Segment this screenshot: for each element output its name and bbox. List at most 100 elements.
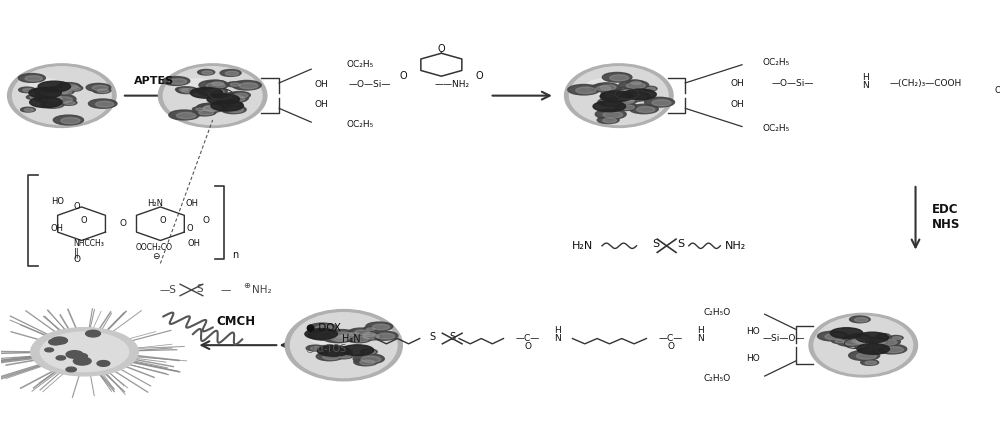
Ellipse shape <box>96 101 114 107</box>
Ellipse shape <box>856 353 876 359</box>
Ellipse shape <box>868 343 885 348</box>
Ellipse shape <box>866 339 883 345</box>
Text: OH: OH <box>730 100 744 109</box>
Text: S: S <box>677 240 684 249</box>
Text: H: H <box>862 73 869 82</box>
Text: N: N <box>862 82 869 90</box>
Ellipse shape <box>57 82 80 90</box>
Ellipse shape <box>605 94 615 97</box>
Text: H: H <box>697 326 704 335</box>
Circle shape <box>73 357 91 365</box>
Ellipse shape <box>854 335 871 341</box>
Text: HO: HO <box>51 197 64 206</box>
Text: H₂N: H₂N <box>147 199 163 208</box>
Text: CMCH: CMCH <box>216 315 255 328</box>
Ellipse shape <box>323 346 331 350</box>
Ellipse shape <box>619 89 632 93</box>
Ellipse shape <box>593 101 626 112</box>
Ellipse shape <box>565 64 673 128</box>
Ellipse shape <box>835 340 845 343</box>
Ellipse shape <box>333 352 353 359</box>
Ellipse shape <box>217 93 248 103</box>
Ellipse shape <box>232 81 261 90</box>
Text: O: O <box>202 216 209 225</box>
Text: ○ α-TOS: ○ α-TOS <box>306 344 347 354</box>
Ellipse shape <box>197 104 223 112</box>
Text: OH: OH <box>730 79 744 88</box>
Text: O: O <box>73 202 80 210</box>
Text: —: — <box>220 285 231 295</box>
Ellipse shape <box>858 349 874 354</box>
Ellipse shape <box>48 98 59 101</box>
Text: O: O <box>80 216 87 225</box>
Ellipse shape <box>234 93 248 98</box>
Text: —O—Si—: —O—Si— <box>772 79 814 88</box>
Ellipse shape <box>377 334 395 339</box>
Ellipse shape <box>568 85 600 95</box>
Ellipse shape <box>305 329 337 339</box>
Ellipse shape <box>354 358 377 366</box>
Text: —S: —S <box>160 285 177 295</box>
Ellipse shape <box>217 99 235 105</box>
Text: O: O <box>995 86 1000 95</box>
Circle shape <box>52 337 67 344</box>
Text: —(CH₂)₃—COOH: —(CH₂)₃—COOH <box>890 79 962 88</box>
Ellipse shape <box>68 86 80 90</box>
Ellipse shape <box>615 96 636 103</box>
Ellipse shape <box>180 79 215 95</box>
Ellipse shape <box>349 332 359 336</box>
Text: n: n <box>232 249 239 260</box>
Ellipse shape <box>601 90 619 96</box>
Ellipse shape <box>341 334 349 337</box>
Ellipse shape <box>202 71 213 74</box>
Ellipse shape <box>198 70 215 75</box>
Ellipse shape <box>227 101 242 106</box>
Text: S: S <box>653 240 660 249</box>
Ellipse shape <box>86 83 111 91</box>
Text: H₂N: H₂N <box>572 241 593 251</box>
Ellipse shape <box>34 88 59 96</box>
Ellipse shape <box>290 313 397 377</box>
Ellipse shape <box>158 64 267 128</box>
Ellipse shape <box>603 118 617 123</box>
Ellipse shape <box>856 332 889 343</box>
Text: OC₂H₅: OC₂H₅ <box>347 60 374 69</box>
Text: OC₂H₅: OC₂H₅ <box>763 124 790 133</box>
Ellipse shape <box>176 113 196 119</box>
Ellipse shape <box>334 332 354 338</box>
Ellipse shape <box>24 109 34 112</box>
Ellipse shape <box>319 346 333 350</box>
Ellipse shape <box>329 350 349 356</box>
Circle shape <box>31 328 138 376</box>
Ellipse shape <box>93 88 111 93</box>
Text: S: S <box>429 332 436 342</box>
Ellipse shape <box>176 87 190 92</box>
Circle shape <box>56 356 66 360</box>
Ellipse shape <box>212 82 224 86</box>
Ellipse shape <box>615 88 632 93</box>
Ellipse shape <box>853 336 867 340</box>
Ellipse shape <box>211 101 243 111</box>
Ellipse shape <box>615 87 634 93</box>
Text: ● DOX: ● DOX <box>306 323 341 334</box>
Ellipse shape <box>845 335 873 345</box>
Text: OH: OH <box>314 100 328 109</box>
Text: —Si—O—: —Si—O— <box>763 334 805 343</box>
Ellipse shape <box>63 85 78 89</box>
Ellipse shape <box>207 80 226 86</box>
Ellipse shape <box>849 350 880 361</box>
Ellipse shape <box>55 89 74 95</box>
Ellipse shape <box>321 347 352 358</box>
Ellipse shape <box>610 75 629 81</box>
Ellipse shape <box>596 86 611 91</box>
Ellipse shape <box>600 91 633 102</box>
Ellipse shape <box>49 99 58 102</box>
Ellipse shape <box>597 117 619 124</box>
Text: C₂H₅O: C₂H₅O <box>704 307 731 317</box>
Ellipse shape <box>97 89 109 93</box>
Ellipse shape <box>29 88 61 98</box>
Ellipse shape <box>40 89 56 95</box>
Ellipse shape <box>830 328 863 338</box>
Ellipse shape <box>333 336 349 341</box>
Ellipse shape <box>856 339 869 344</box>
